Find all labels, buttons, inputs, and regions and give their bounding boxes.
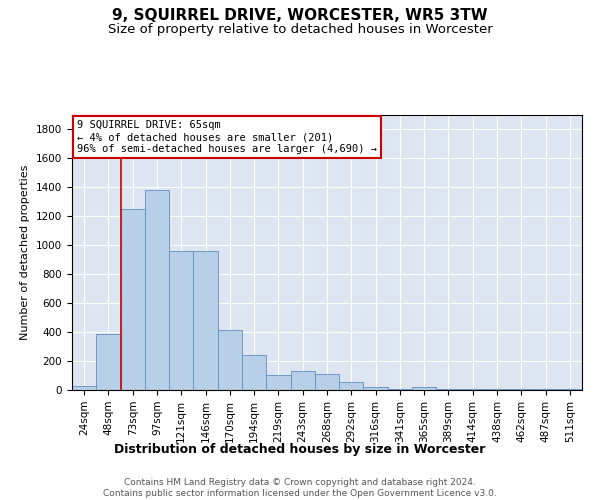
Bar (364, 387, 388, 390)
Bar (96, 334, 121, 390)
Text: Contains HM Land Registry data © Crown copyright and database right 2024.
Contai: Contains HM Land Registry data © Crown c… (103, 478, 497, 498)
Bar (266, 375, 290, 390)
Bar (412, 387, 436, 390)
Bar (121, 209, 145, 390)
Bar (290, 371, 315, 390)
Text: 9, SQUIRREL DRIVE, WORCESTER, WR5 3TW: 9, SQUIRREL DRIVE, WORCESTER, WR5 3TW (112, 8, 488, 22)
Bar (242, 356, 266, 390)
Bar (169, 251, 193, 390)
Text: 9 SQUIRREL DRIVE: 65sqm
← 4% of detached houses are smaller (201)
96% of semi-de: 9 SQUIRREL DRIVE: 65sqm ← 4% of detached… (77, 120, 377, 154)
Bar (339, 382, 364, 390)
Y-axis label: Number of detached properties: Number of detached properties (20, 165, 31, 340)
Bar (72, 386, 96, 390)
Bar (218, 330, 242, 390)
Bar (193, 251, 218, 390)
Bar (315, 374, 339, 390)
Text: Distribution of detached houses by size in Worcester: Distribution of detached houses by size … (115, 442, 485, 456)
Text: Size of property relative to detached houses in Worcester: Size of property relative to detached ho… (107, 22, 493, 36)
Bar (145, 190, 169, 390)
